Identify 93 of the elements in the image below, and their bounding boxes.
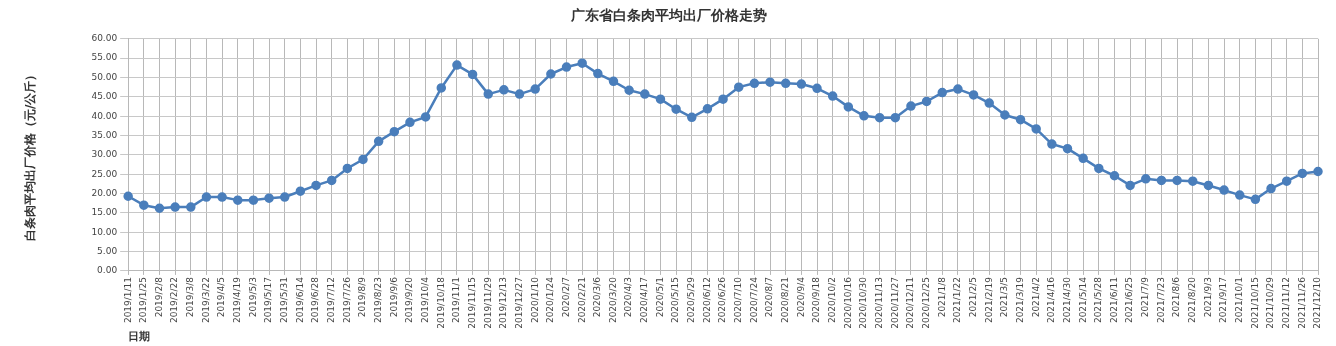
x-tick-label: 2021/2/19: [983, 276, 994, 324]
x-tick-label: 2019/5/17: [263, 276, 274, 324]
x-tick-label: 2019/1/11: [122, 276, 133, 324]
x-tick-label: 2020/5/15: [670, 276, 681, 324]
x-tick-label: 2021/11/26: [1296, 276, 1307, 329]
y-tick-label: 15.00: [91, 207, 118, 218]
x-tick-label: 2021/8/20: [1187, 276, 1198, 324]
x-tick-label: 2019/11/1: [451, 276, 462, 324]
x-tick-label: 2019/8/9: [357, 276, 368, 318]
x-tick-label: 2021/4/2: [1030, 276, 1041, 318]
y-tick-label: 45.00: [91, 91, 118, 102]
x-tick-label: 2021/2/5: [967, 276, 978, 318]
x-tick-label: 2019/2/22: [169, 276, 180, 324]
x-tick-label: 2020/6/12: [701, 276, 712, 324]
x-tick-label: 2019/1/25: [138, 276, 149, 324]
x-tick-label: 2019/6/28: [310, 276, 321, 324]
x-tick-label: 2019/4/19: [232, 276, 243, 324]
x-tick-label: 2019/7/12: [326, 276, 337, 324]
x-tick-label: 2020/7/10: [733, 276, 744, 324]
x-tick-label: 2019/11/29: [482, 276, 493, 329]
x-tick-label: 2021/11/12: [1281, 276, 1292, 329]
y-axis-title: 白条肉平均出厂价格（元/公斤）: [23, 68, 38, 242]
x-tick-label: 2020/12/11: [905, 276, 916, 329]
x-tick-label: 2020/11/13: [873, 276, 884, 329]
x-tick-label: 2019/2/8: [153, 276, 164, 318]
x-tick-label: 2019/10/18: [435, 276, 446, 329]
x-tick-label: 2020/9/4: [795, 276, 806, 318]
y-tick-label: 5.00: [97, 245, 118, 256]
y-tick-label: 0.00: [97, 265, 118, 276]
x-tick-label: 2020/5/1: [654, 276, 665, 318]
x-tick-label: 2020/4/3: [623, 276, 634, 318]
x-tick-label: 2019/9/20: [404, 276, 415, 324]
x-tick-label: 2020/7/24: [748, 276, 759, 324]
x-tick-label: 2019/5/31: [279, 276, 290, 324]
x-tick-label: 2020/2/7: [560, 276, 571, 318]
x-tick-label: 2020/6/26: [717, 276, 728, 324]
x-tick-label: 2020/12/25: [920, 276, 931, 329]
y-tick-label: 10.00: [91, 226, 118, 237]
x-tick-label: 2021/6/25: [1124, 276, 1135, 324]
x-tick-label: 2021/6/11: [1108, 276, 1119, 324]
x-tick-label: 2019/12/13: [498, 276, 509, 329]
x-tick-label: 2020/10/16: [842, 276, 853, 329]
x-tick-label: 2021/4/30: [1061, 276, 1072, 324]
y-tick-label: 60.00: [91, 33, 118, 44]
x-tick-label: 2021/9/17: [1218, 276, 1229, 324]
x-tick-label: 2020/5/29: [686, 276, 697, 324]
x-tick-label: 2020/9/18: [811, 276, 822, 324]
y-tick-label: 50.00: [91, 71, 118, 82]
x-tick-label: 2019/7/26: [341, 276, 352, 324]
x-tick-label: 2019/11/15: [466, 276, 477, 329]
x-tick-label: 2019/8/23: [373, 276, 383, 324]
x-tick-label: 2019/6/14: [294, 276, 305, 324]
x-tick-label: 2019/9/6: [388, 276, 399, 318]
y-tick-label: 30.00: [91, 149, 118, 160]
x-tick-label: 2019/3/8: [185, 276, 196, 318]
x-tick-label: 2021/1/22: [952, 276, 963, 324]
x-tick-label: 2021/10/15: [1249, 276, 1260, 329]
y-tick-label: 40.00: [91, 110, 118, 121]
y-tick-label: 55.00: [91, 52, 118, 63]
x-tick-label: 2021/4/16: [1046, 276, 1057, 324]
x-tick-label: 2020/3/20: [607, 276, 618, 324]
x-tick-label: 2019/3/22: [200, 276, 211, 324]
x-tick-label: 2021/5/14: [1077, 276, 1088, 324]
x-tick-label: 2019/4/5: [216, 276, 227, 318]
x-tick-label: 2020/11/27: [889, 276, 900, 329]
x-tick-label: 2021/10/1: [1234, 276, 1245, 324]
x-tick-label: 2020/10/2: [827, 276, 838, 324]
x-tick-label: 2020/3/6: [592, 276, 603, 318]
x-tick-label: 2020/2/21: [576, 276, 587, 324]
x-tick-label: 2021/1/8: [936, 276, 947, 318]
x-tick-label: 2021/10/29: [1265, 276, 1276, 329]
x-tick-label: 2019/12/27: [513, 276, 524, 329]
x-tick-label: 2019/5/3: [247, 276, 258, 318]
x-axis-title: 日期: [128, 330, 151, 344]
x-tick-label: 2020/1/10: [529, 276, 540, 324]
x-tick-label: 2021/3/19: [1014, 276, 1025, 324]
x-tick-label: 2021/12/10: [1312, 276, 1323, 329]
x-tick-label: 2021/9/3: [1202, 276, 1213, 318]
x-tick-label: 2021/3/5: [999, 276, 1010, 318]
x-tick-label: 2019/10/4: [419, 276, 430, 324]
x-tick-label: 2020/8/7: [764, 276, 775, 318]
x-tick-label: 2020/1/24: [545, 276, 556, 324]
x-tick-label: 2021/7/9: [1140, 276, 1151, 318]
x-tick-label: 2021/7/23: [1155, 276, 1166, 324]
x-tick-label: 2020/8/21: [780, 276, 791, 324]
y-tick-label: 20.00: [91, 187, 118, 198]
x-tick-label: 2020/4/17: [639, 276, 650, 324]
x-tick-label: 2021/8/6: [1171, 276, 1182, 318]
x-tick-label: 2021/5/28: [1093, 276, 1104, 324]
y-tick-label: 25.00: [91, 168, 118, 179]
chart-title: 广东省白条肉平均出厂价格走势: [570, 7, 767, 24]
x-tick-label: 2020/10/30: [858, 276, 869, 329]
y-tick-label: 35.00: [91, 129, 118, 140]
